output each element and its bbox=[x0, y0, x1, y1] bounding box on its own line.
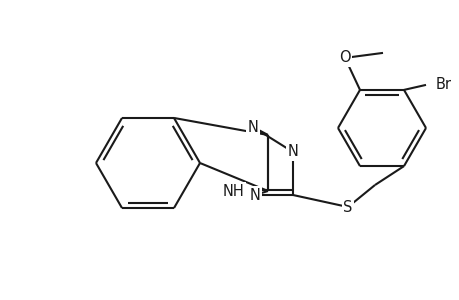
Text: N: N bbox=[287, 145, 298, 160]
Text: O: O bbox=[338, 50, 350, 65]
Text: Br: Br bbox=[435, 77, 451, 92]
Text: S: S bbox=[342, 200, 352, 214]
Text: NH: NH bbox=[223, 184, 244, 199]
Text: N: N bbox=[247, 119, 258, 134]
Text: N: N bbox=[249, 188, 260, 202]
